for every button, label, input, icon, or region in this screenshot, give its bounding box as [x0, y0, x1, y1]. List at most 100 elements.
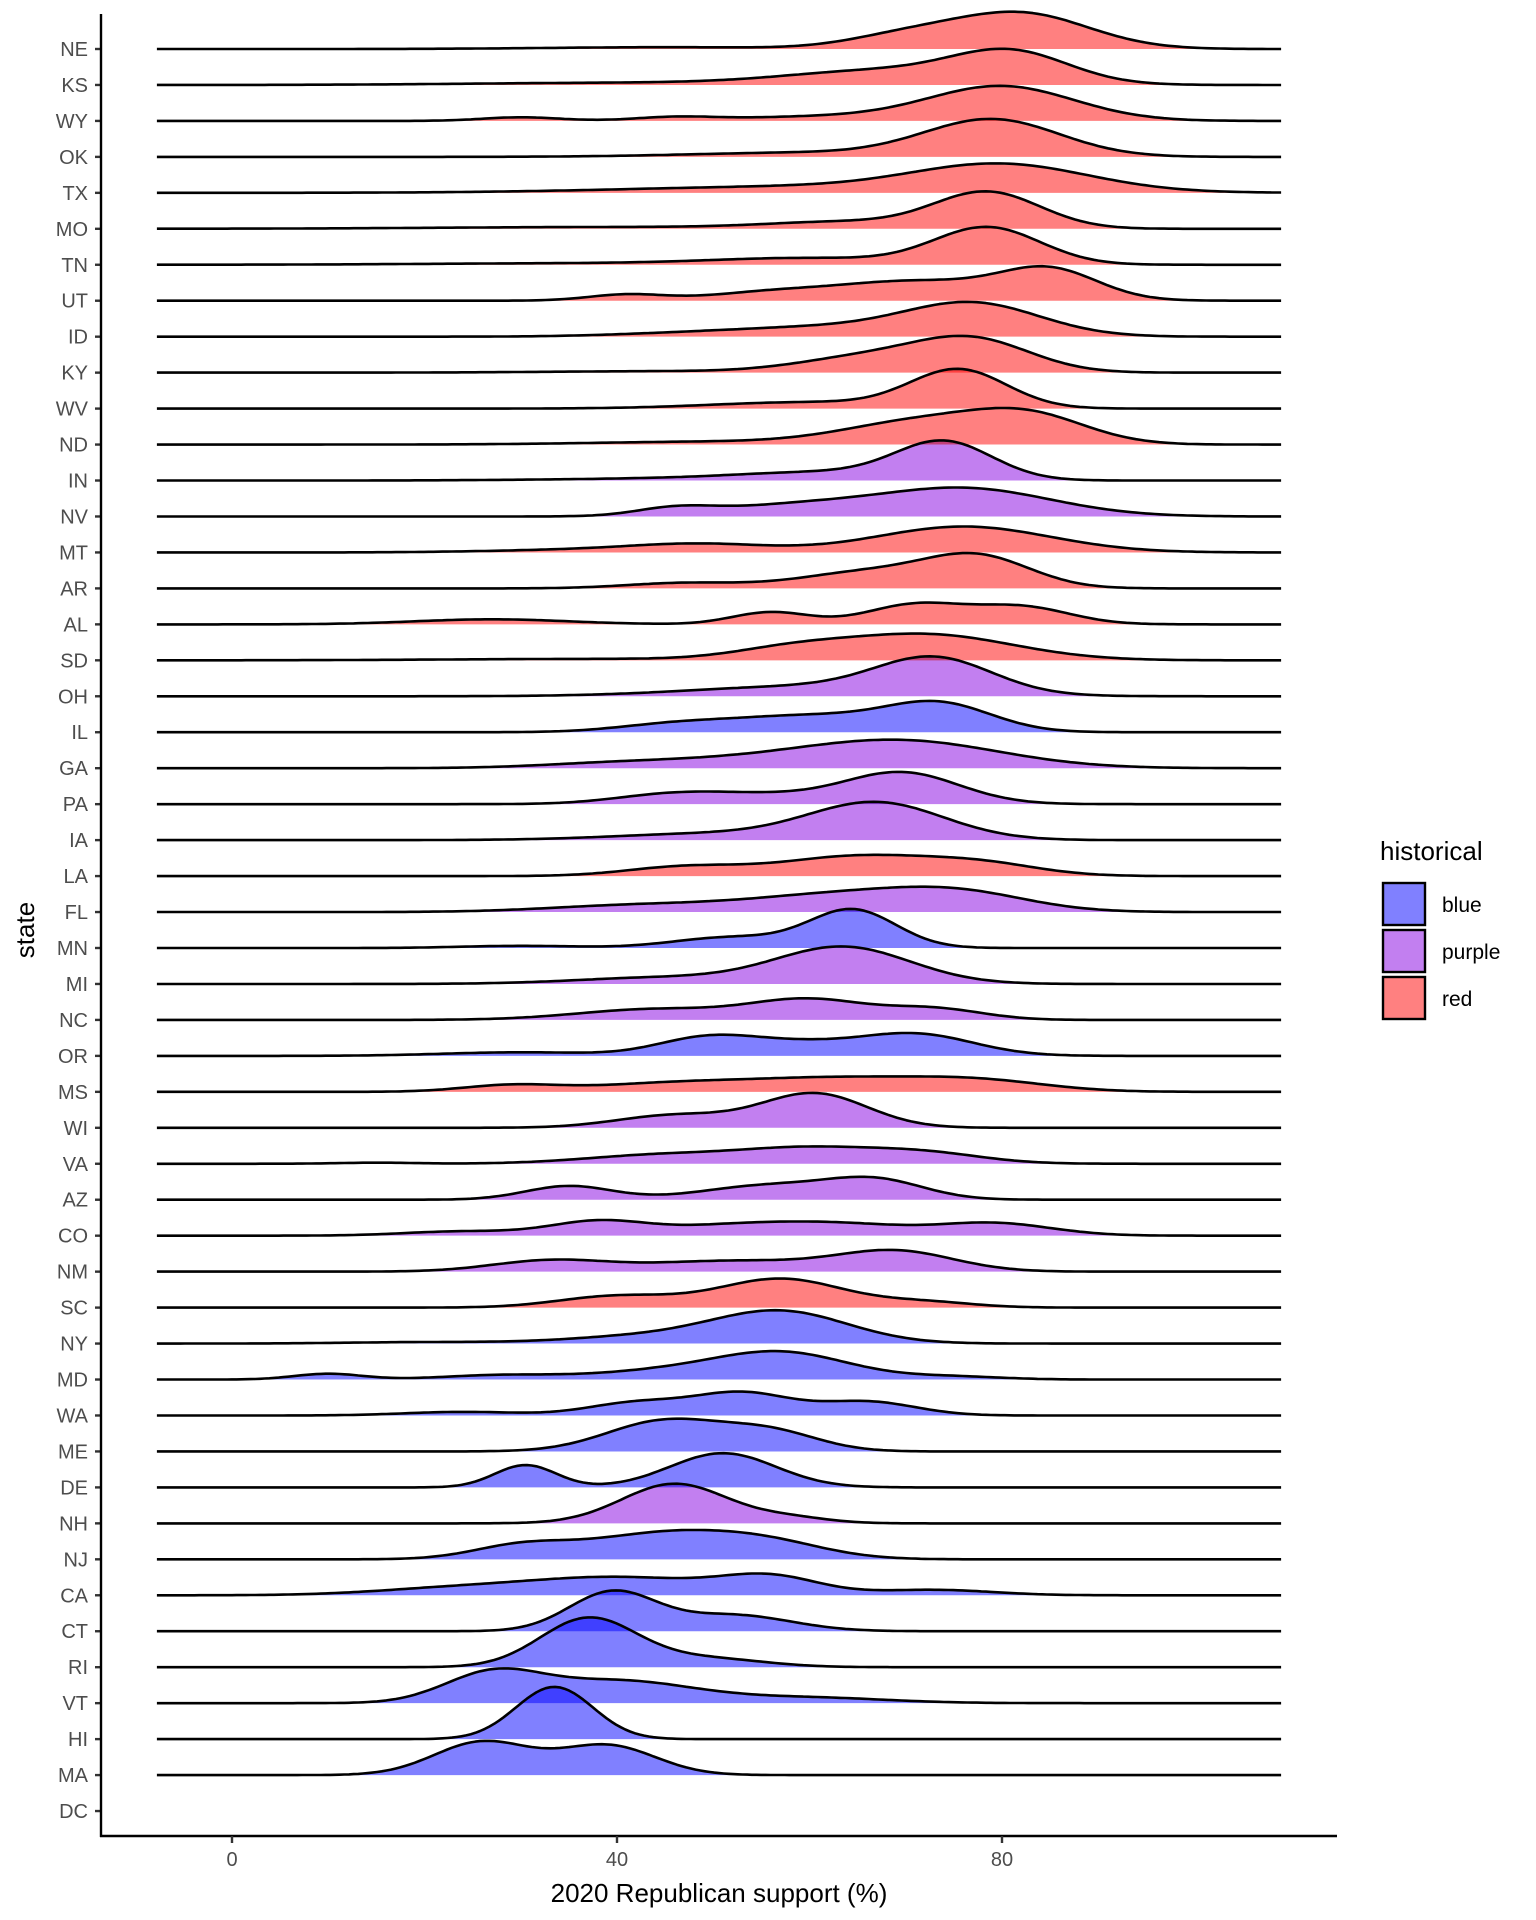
- ridge-WV: [156, 367, 1282, 410]
- ridge-outline: [156, 406, 1282, 446]
- ridge-fill: [156, 335, 1282, 373]
- ridge-outline: [156, 1075, 1282, 1094]
- y-tick-label: WY: [56, 111, 88, 133]
- ridge-outline: [156, 1349, 1282, 1381]
- ridge-fill: [156, 1573, 1282, 1596]
- ridge-fill: [156, 1146, 1282, 1164]
- ridge-outline: [156, 190, 1282, 231]
- y-tick-label: WA: [57, 1405, 89, 1427]
- ridge-outline: [156, 367, 1282, 410]
- y-axis-ticks: NE KS WY OK TX MO TN UT ID KY WV ND IN NV MT AR AL SD OH IL…: [56, 39, 101, 1823]
- ridge-outline: [156, 800, 1282, 842]
- ridge-outline: [156, 1277, 1282, 1309]
- y-tick-label: HI: [68, 1729, 88, 1751]
- ridge-outline: [156, 997, 1282, 1022]
- y-tick-label: CA: [60, 1585, 88, 1607]
- legend-swatch-red: [1381, 975, 1427, 1021]
- y-tick-label: MA: [58, 1765, 89, 1787]
- ridge-outline: [156, 1308, 1282, 1345]
- ridge-KY: [156, 334, 1282, 374]
- ridge-DE: [156, 1451, 1282, 1489]
- ridge-fill: [156, 1033, 1282, 1056]
- ridge-IL: [156, 699, 1282, 734]
- ridge-MT: [156, 525, 1282, 554]
- ridge-fill: [156, 1668, 1282, 1704]
- ridge-fill: [156, 1176, 1282, 1200]
- y-tick-label: VT: [62, 1693, 88, 1715]
- ridge-outline: [156, 264, 1282, 302]
- ridge-outline: [156, 486, 1282, 518]
- y-tick-label: SD: [60, 650, 88, 672]
- ridge-MN: [156, 907, 1282, 950]
- ridge-outline: [156, 699, 1282, 734]
- ridge-outline: [156, 885, 1282, 914]
- ridge-fill: [156, 1418, 1282, 1452]
- ridge-fill: [156, 1310, 1282, 1344]
- ridge-outline: [156, 1417, 1282, 1453]
- y-tick-label: IA: [69, 830, 89, 852]
- y-tick-label: NE: [60, 39, 88, 61]
- ridge-fill: [156, 487, 1282, 517]
- x-tick-label: 0: [226, 1849, 237, 1871]
- ridge-fill: [156, 163, 1282, 193]
- ridge-fill: [156, 526, 1282, 553]
- ridge-ND: [156, 406, 1282, 446]
- y-tick-label: IN: [68, 471, 88, 493]
- ridge-outline: [156, 853, 1282, 878]
- y-tick-label: MN: [57, 938, 88, 960]
- y-tick-label: ME: [58, 1441, 88, 1463]
- y-tick-label: TX: [62, 183, 88, 205]
- ridge-outline: [156, 1390, 1282, 1417]
- ridge-OR: [156, 1031, 1282, 1058]
- y-tick-label: KY: [61, 363, 88, 385]
- y-tick-label: ND: [59, 435, 88, 457]
- ridge-outline: [156, 1451, 1282, 1489]
- ridge-fill: [156, 886, 1282, 913]
- ridge-NM: [156, 1248, 1282, 1273]
- ridge-fill: [156, 408, 1282, 445]
- ridge-outline: [156, 84, 1282, 123]
- ridge-outline: [156, 117, 1282, 159]
- ridge-fill: [156, 1351, 1282, 1380]
- ridge-fill: [156, 1483, 1282, 1524]
- ridge-fill: [156, 85, 1282, 121]
- ridge-outline: [156, 525, 1282, 554]
- ridge-NH: [156, 1482, 1282, 1525]
- y-tick-label: NV: [60, 506, 88, 528]
- y-tick-label: WI: [64, 1118, 88, 1140]
- y-tick-label: SC: [60, 1298, 88, 1320]
- ridge-VA: [156, 1145, 1282, 1166]
- ridge-TN: [156, 225, 1282, 267]
- ridge-outline: [156, 1589, 1282, 1633]
- y-tick-label: UT: [61, 291, 88, 313]
- ridge-OH: [156, 655, 1282, 698]
- ridge-outline: [156, 1218, 1282, 1237]
- legend-label-red: red: [1442, 988, 1472, 1011]
- ridge-MD: [156, 1349, 1282, 1381]
- ridge-AL: [156, 601, 1282, 626]
- ridge-fill: [156, 739, 1282, 769]
- y-tick-label: NM: [57, 1262, 88, 1284]
- ridge-outline: [156, 10, 1282, 51]
- ridge-NJ: [156, 1528, 1282, 1561]
- ridge-outline: [156, 1031, 1282, 1058]
- ridge-outline: [156, 1175, 1282, 1201]
- ridge-ME: [156, 1417, 1282, 1453]
- ridge-outline: [156, 1091, 1282, 1130]
- ridge-fill: [156, 48, 1282, 85]
- ridge-KS: [156, 47, 1282, 87]
- ridge-FL: [156, 885, 1282, 914]
- ridge-IA: [156, 800, 1282, 842]
- ridge-fill: [156, 301, 1282, 337]
- y-tick-label: KS: [61, 75, 88, 97]
- ridge-outline: [156, 907, 1282, 950]
- ridge-outline: [156, 1667, 1282, 1705]
- ridge-CA: [156, 1572, 1282, 1597]
- y-tick-label: NH: [59, 1513, 88, 1535]
- ridge-fill: [156, 266, 1282, 301]
- x-axis-title: 2020 Republican support (%): [551, 1878, 888, 1908]
- ridge-outline: [156, 300, 1282, 338]
- ridge-fill: [156, 1740, 1282, 1776]
- ridge-SD: [156, 632, 1282, 662]
- y-tick-label: AR: [60, 578, 88, 600]
